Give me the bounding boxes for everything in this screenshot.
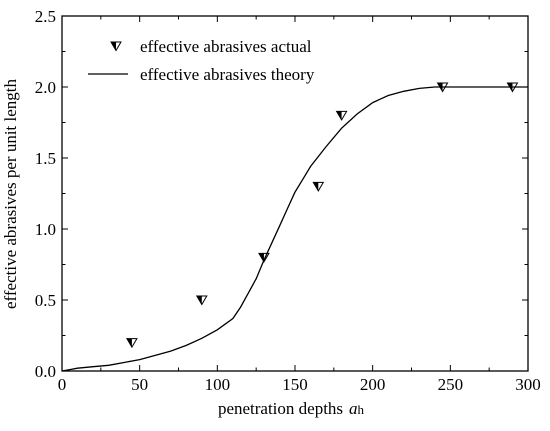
x-tick-label: 250 (438, 375, 464, 394)
y-tick-label: 2.0 (35, 78, 56, 97)
y-tick-label: 0.5 (35, 291, 56, 310)
marker-fill-half (258, 253, 264, 262)
series-layer (61, 82, 528, 372)
legend-marker-swatch (110, 41, 122, 52)
x-tick-label: 100 (205, 375, 231, 394)
legend-label: effective abrasives theory (140, 65, 315, 84)
x-axis-title-symbol: a (349, 399, 358, 418)
actual-data-point (335, 110, 348, 121)
y-tick-label: 1.0 (35, 220, 56, 239)
x-tick-label: 200 (360, 375, 386, 394)
y-tick-label: 0.0 (35, 362, 56, 381)
actual-data-point (195, 295, 208, 306)
x-axis-title-subscript: h (358, 402, 365, 417)
axis-tick-labels: 0 50 100 150 200 250 300 0.0 0.5 1.0 1.5 2.0 2.5 (35, 7, 541, 394)
legend-label: effective abrasives actual (140, 37, 312, 56)
marker-fill-half (313, 182, 319, 191)
y-tick-label: 2.5 (35, 7, 56, 26)
x-tick-label: 150 (282, 375, 308, 394)
x-tick-label: 300 (515, 375, 541, 394)
marker-fill-half (111, 42, 116, 51)
marker-fill-half (196, 296, 202, 305)
y-axis-title: effective abrasives per unit length (1, 78, 20, 309)
x-tick-label: 0 (58, 375, 67, 394)
x-tick-label: 50 (131, 375, 148, 394)
marker-fill-half (336, 111, 342, 120)
legend: effective abrasives actual effective abra… (88, 37, 315, 84)
actual-data-point (312, 181, 325, 192)
actual-data-point (126, 338, 138, 349)
x-axis-title-text: penetration depths (218, 399, 343, 418)
y-tick-label: 1.5 (35, 149, 56, 168)
theory-curve (61, 86, 528, 372)
x-axis-title: penetration depths ah (218, 399, 365, 418)
marker-fill-half (126, 338, 132, 348)
